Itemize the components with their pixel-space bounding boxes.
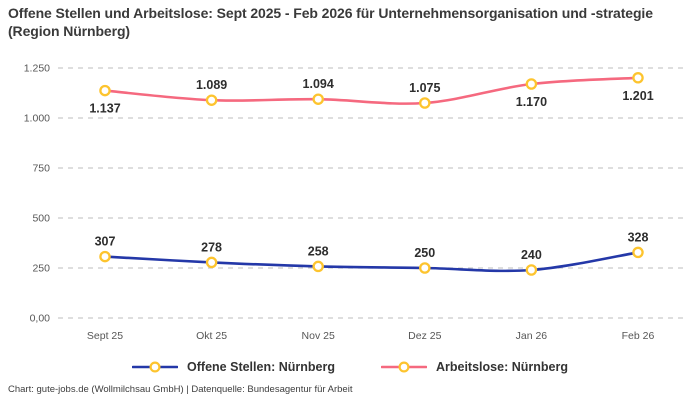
data-point-label: 1.170 <box>516 95 547 109</box>
data-point-marker[interactable] <box>312 260 324 273</box>
y-tick-label: 250 <box>32 263 50 275</box>
data-point-label: 1.089 <box>196 78 227 92</box>
data-point-marker[interactable] <box>419 97 431 109</box>
legend-label-offene-stellen: Offene Stellen: Nürnberg <box>187 360 335 374</box>
data-point-label: 240 <box>521 248 542 262</box>
data-point-label: 1.094 <box>303 77 334 91</box>
chart-legend: Offene Stellen: Nürnberg Arbeitslose: Nü… <box>0 360 700 374</box>
y-tick-label: 1.000 <box>24 113 50 125</box>
data-point-marker[interactable] <box>99 250 111 263</box>
legend-item-offene-stellen[interactable]: Offene Stellen: Nürnberg <box>132 360 335 374</box>
source-attribution: Chart: gute-jobs.de (Wollmilchsau GmbH) … <box>8 384 353 395</box>
x-tick-label: Okt 25 <box>196 330 227 342</box>
x-tick-label: Dez 25 <box>408 330 441 342</box>
data-point-marker[interactable] <box>419 262 431 274</box>
x-tick-label: Feb 26 <box>622 330 655 342</box>
series-line <box>103 251 640 273</box>
data-point-marker[interactable] <box>312 93 324 105</box>
legend-line-marker-icon <box>380 361 427 373</box>
y-tick-label: 1.250 <box>24 63 50 75</box>
legend-label-arbeitslose: Arbeitslose: Nürnberg <box>435 360 568 374</box>
data-point-marker[interactable] <box>205 94 218 106</box>
data-point-label: 1.137 <box>89 102 120 116</box>
data-point-label: 1.075 <box>409 81 440 95</box>
data-point-marker[interactable] <box>632 246 644 259</box>
data-point-label: 328 <box>628 230 649 244</box>
data-point-marker[interactable] <box>99 84 111 97</box>
data-point-marker[interactable] <box>525 78 538 90</box>
data-point-marker[interactable] <box>632 72 644 84</box>
y-tick-label: 750 <box>32 163 50 175</box>
y-tick-label: 500 <box>32 213 50 225</box>
data-point-marker[interactable] <box>205 256 218 269</box>
x-tick-label: Sept 25 <box>87 330 123 342</box>
line-chart-canvas: 0,00 250 500 750 1.000 1.250 Sept 25 Okt 25 Nov … <box>24 63 687 342</box>
x-tick-label: Jan 26 <box>516 330 548 342</box>
y-tick-label: 0,00 <box>30 313 51 325</box>
legend-line-marker-icon <box>132 361 179 373</box>
series-line <box>103 76 640 105</box>
chart-title: Offene Stellen und Arbeitslose: Sept 202… <box>8 5 653 40</box>
x-tick-label: Nov 25 <box>302 330 335 342</box>
data-point-label: 258 <box>308 244 329 258</box>
data-point-marker[interactable] <box>525 264 538 276</box>
data-point-label: 278 <box>201 240 222 254</box>
data-point-label: 1.201 <box>622 89 653 103</box>
data-point-label: 250 <box>414 246 435 260</box>
data-point-label: 307 <box>95 235 116 249</box>
legend-item-arbeitslose[interactable]: Arbeitslose: Nürnberg <box>380 360 568 374</box>
